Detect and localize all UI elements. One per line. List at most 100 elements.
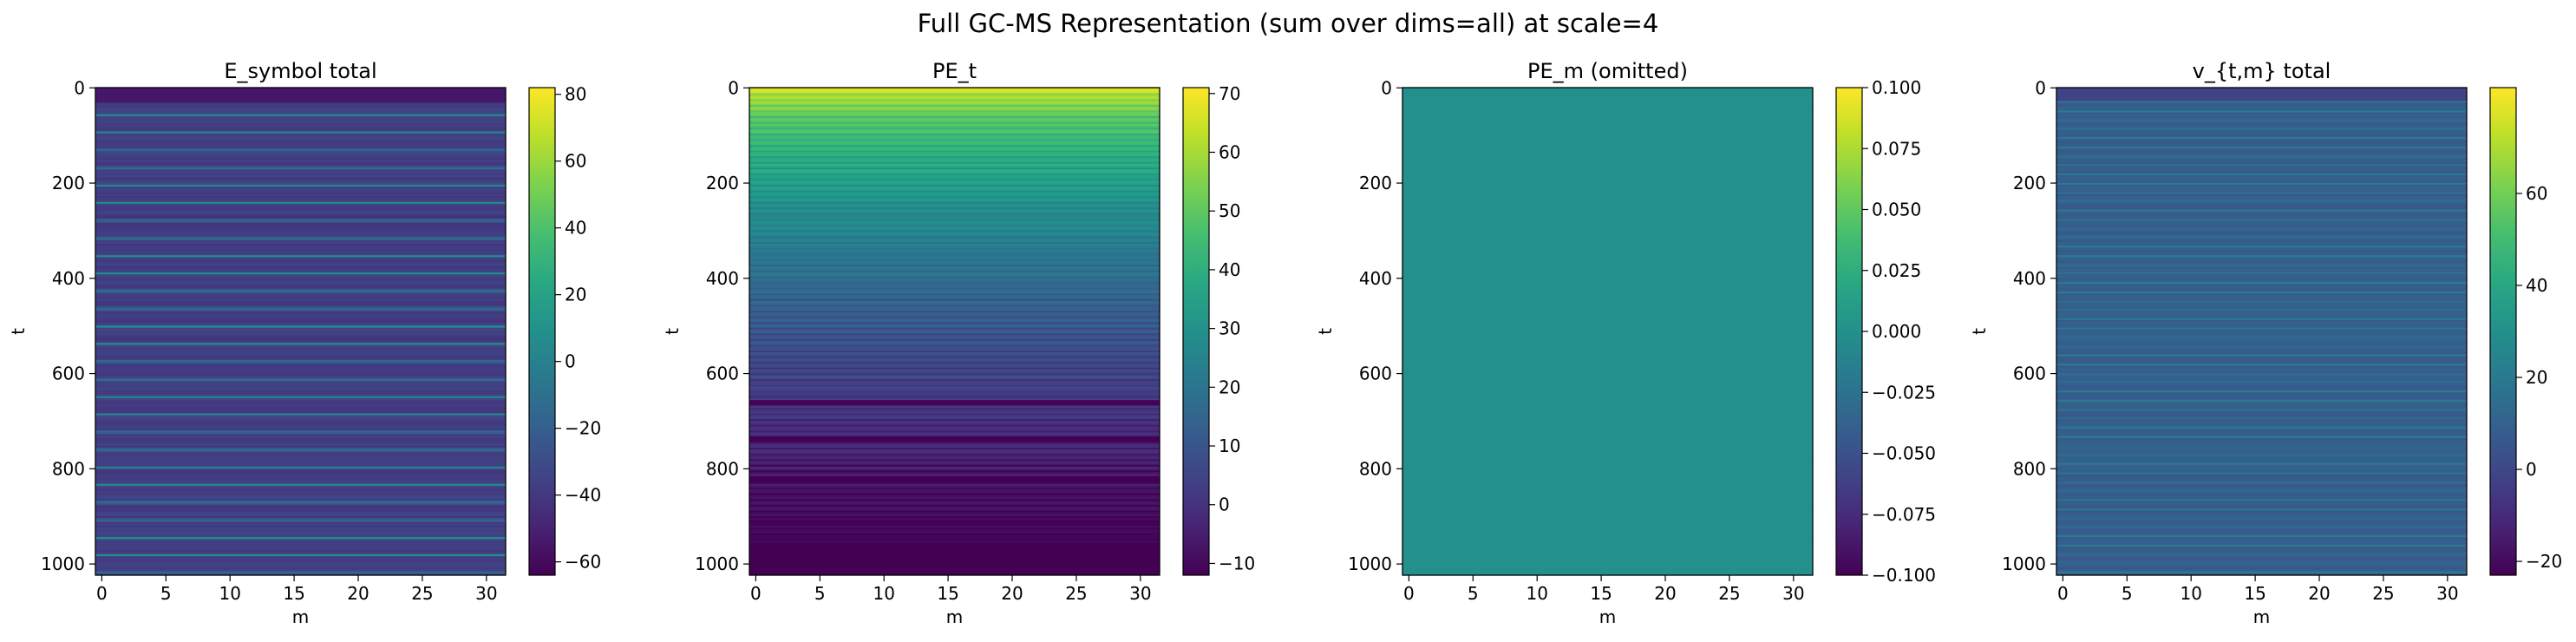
heatmap-band — [95, 310, 506, 313]
heatmap-band — [749, 488, 1160, 490]
heatmap-band — [95, 331, 506, 334]
heatmap-band — [95, 289, 506, 292]
heatmap-band — [1402, 512, 1813, 515]
heatmap-band — [95, 409, 506, 412]
heatmap-band — [1402, 475, 1813, 479]
axes-frame — [749, 87, 1161, 576]
heatmap-band — [2056, 106, 2467, 109]
heatmap-band — [1402, 451, 1813, 454]
heatmap-band — [1402, 99, 1813, 102]
heatmap-band — [749, 95, 1160, 98]
heatmap-band — [1402, 510, 1813, 513]
heatmap-band — [1402, 534, 1813, 538]
heatmap-band — [2056, 554, 2467, 557]
heatmap-band — [95, 499, 506, 501]
heatmap-band — [2056, 359, 2467, 363]
heatmap-band — [749, 346, 1160, 350]
heatmap-band — [1402, 540, 1813, 544]
heatmap-band — [1402, 415, 1813, 418]
heatmap-band — [95, 308, 506, 311]
heatmap-band — [95, 128, 506, 130]
heatmap-band — [95, 333, 506, 336]
heatmap-band — [95, 527, 506, 530]
heatmap-band — [1402, 167, 1813, 170]
heatmap-band — [1402, 89, 1813, 92]
heatmap-band — [95, 547, 506, 549]
heatmap-band — [95, 461, 506, 463]
heatmap-band — [1402, 228, 1813, 232]
heatmap-band — [1402, 394, 1813, 397]
heatmap-band — [749, 295, 1160, 298]
heatmap-band — [2056, 211, 2467, 214]
y-tick-label: 400 — [52, 268, 85, 289]
heatmap-band — [1402, 180, 1813, 184]
heatmap-band — [1402, 102, 1813, 106]
heatmap-band — [95, 491, 506, 495]
heatmap-band — [1402, 383, 1813, 385]
heatmap-band — [95, 343, 506, 345]
heatmap-band — [2056, 394, 2467, 397]
heatmap-band — [95, 230, 506, 233]
x-tick-label: 15 — [2244, 583, 2265, 604]
heatmap-band — [749, 289, 1160, 292]
heatmap-band — [2056, 272, 2467, 275]
heatmap-band — [2056, 306, 2467, 310]
heatmap-band — [95, 482, 506, 485]
heatmap-band — [95, 554, 506, 557]
heatmap-band — [1402, 246, 1813, 248]
heatmap-band — [749, 338, 1160, 342]
heatmap-band — [749, 426, 1160, 429]
heatmap-band — [2056, 203, 2467, 206]
heatmap-band — [95, 179, 506, 181]
heatmap-band — [2056, 529, 2467, 532]
heatmap-band — [1402, 225, 1813, 227]
heatmap-band — [749, 392, 1160, 395]
heatmap-band — [749, 474, 1160, 477]
heatmap-band — [95, 447, 506, 450]
heatmap-band — [749, 558, 1160, 560]
heatmap-band — [749, 430, 1160, 433]
heatmap-band — [1402, 141, 1813, 144]
heatmap-band — [1402, 274, 1813, 277]
heatmap-band — [2056, 163, 2467, 167]
heatmap-band — [95, 335, 506, 337]
heatmap-band — [95, 211, 506, 214]
heatmap-band — [95, 542, 506, 546]
heatmap-band — [1402, 88, 1813, 90]
heatmap-band — [1402, 390, 1813, 393]
heatmap-band — [1402, 416, 1813, 420]
heatmap-band — [95, 534, 506, 538]
heatmap-band — [2056, 310, 2467, 313]
heatmap-band — [95, 445, 506, 449]
heatmap-band — [95, 327, 506, 331]
heatmap-band — [1402, 367, 1813, 370]
heatmap-band — [95, 266, 506, 269]
heatmap-band — [2056, 171, 2467, 174]
y-tick-label: 200 — [706, 173, 739, 193]
heatmap-band — [1402, 158, 1813, 160]
heatmap-band — [95, 91, 506, 94]
heatmap-band — [2056, 232, 2467, 235]
heatmap-band — [2056, 91, 2467, 94]
heatmap-band — [2056, 318, 2467, 321]
heatmap-band — [1402, 397, 1813, 401]
heatmap-band — [2056, 270, 2467, 273]
heatmap-band — [1402, 266, 1813, 269]
heatmap-band — [1402, 193, 1813, 197]
heatmap-band — [1402, 527, 1813, 530]
y-tick-label: 800 — [52, 458, 85, 479]
heatmap-band — [95, 306, 506, 310]
heatmap-band — [95, 279, 506, 283]
heatmap-band — [1402, 169, 1813, 172]
heatmap-band — [1402, 566, 1813, 568]
heatmap-band — [1402, 544, 1813, 547]
heatmap-band — [1402, 305, 1813, 307]
heatmap-band — [749, 396, 1160, 399]
y-tick-label: 400 — [1359, 268, 1392, 289]
heatmap-band — [95, 297, 506, 300]
heatmap-band — [1402, 331, 1813, 334]
heatmap-band — [749, 449, 1160, 452]
x-tick-label: 15 — [1590, 583, 1612, 604]
heatmap-band — [2056, 504, 2467, 508]
heatmap-band — [2056, 177, 2467, 180]
